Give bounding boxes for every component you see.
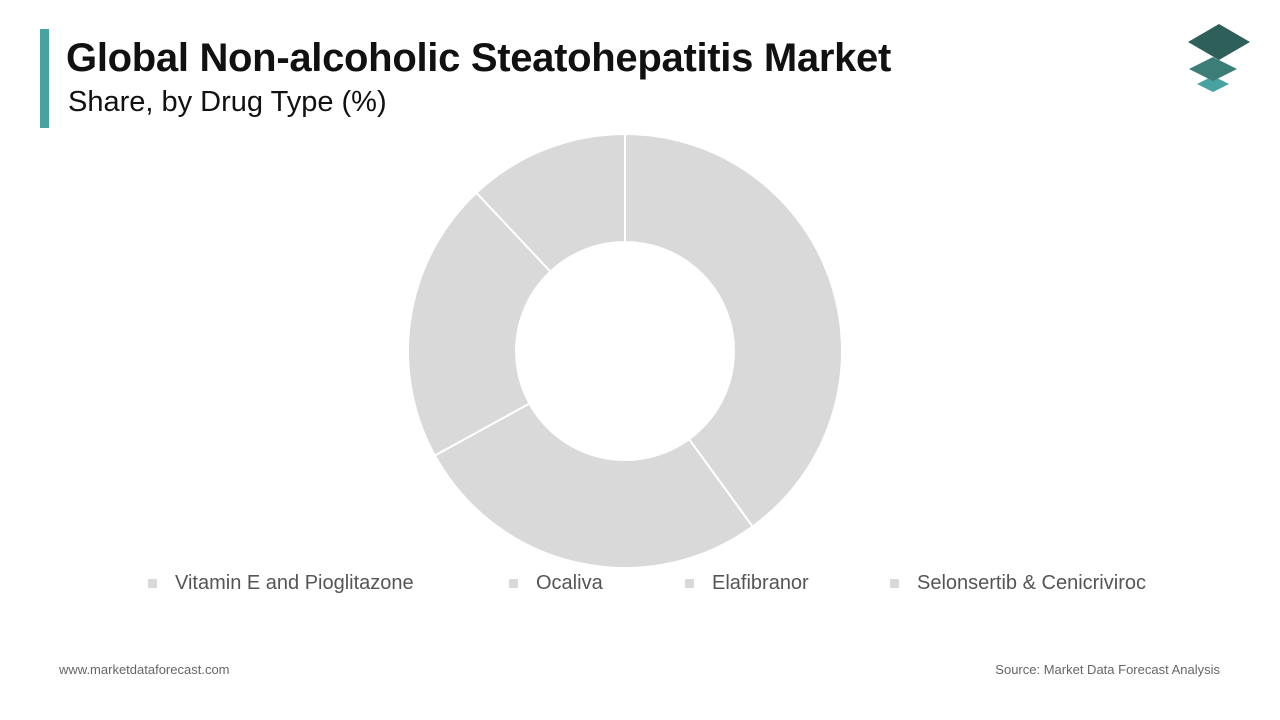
legend-label: Selonsertib & Cenicriviroc bbox=[917, 571, 1146, 594]
legend-item-selonsertib: Selonsertib & Cenicriviroc bbox=[890, 570, 1146, 596]
legend-label: Ocaliva bbox=[536, 571, 603, 594]
legend-swatch bbox=[148, 578, 157, 588]
legend-item-ocaliva: Ocaliva bbox=[509, 570, 603, 596]
title-accent-bar bbox=[40, 29, 49, 128]
legend-swatch bbox=[685, 578, 694, 588]
donut-slice-elafibranor bbox=[407, 191, 552, 457]
legend-label: Elafibranor bbox=[712, 571, 809, 594]
page-title: Global Non-alcoholic Steatohepatitis Mar… bbox=[66, 36, 892, 80]
website-url: www.marketdataforecast.com bbox=[59, 662, 230, 677]
donut-slice-ocaliva bbox=[433, 402, 754, 569]
donut-slice-selonsertib bbox=[475, 132, 626, 273]
legend-label: Vitamin E and Pioglitazone bbox=[175, 571, 414, 594]
stacked-layers-icon bbox=[1188, 24, 1250, 92]
legend-item-elafibranor: Elafibranor bbox=[685, 570, 809, 596]
page-subtitle: Share, by Drug Type (%) bbox=[68, 86, 387, 118]
donut-slice-vitamin-e bbox=[624, 132, 843, 528]
legend-item-vitamin-e: Vitamin E and Pioglitazone bbox=[148, 570, 414, 596]
legend-swatch bbox=[509, 578, 518, 588]
legend-swatch bbox=[890, 578, 899, 588]
source-note: Source: Market Data Forecast Analysis bbox=[995, 662, 1220, 677]
